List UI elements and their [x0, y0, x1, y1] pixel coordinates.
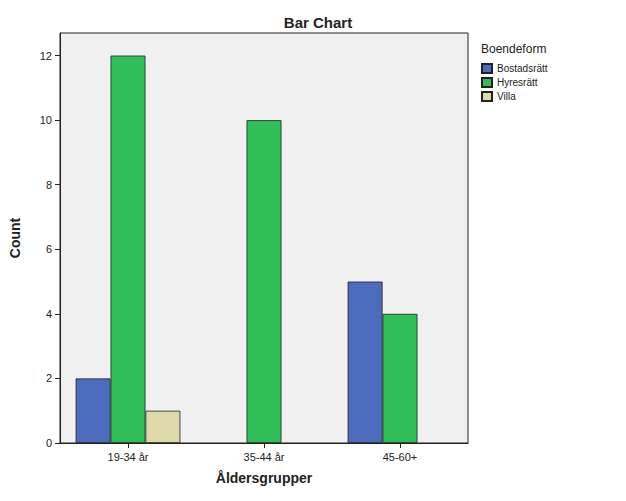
- svg-text:8: 8: [46, 179, 52, 191]
- svg-text:12: 12: [40, 50, 52, 62]
- svg-text:10: 10: [40, 114, 52, 126]
- svg-text:Bar Chart: Bar Chart: [284, 14, 352, 31]
- svg-text:19-34 år: 19-34 år: [108, 451, 149, 463]
- svg-text:Bostadsrätt: Bostadsrätt: [497, 63, 548, 74]
- svg-text:35-44 år: 35-44 år: [244, 451, 285, 463]
- svg-text:45-60+: 45-60+: [383, 451, 418, 463]
- svg-text:4: 4: [46, 308, 52, 320]
- svg-text:Boendeform: Boendeform: [481, 42, 546, 56]
- svg-text:Villa: Villa: [497, 91, 516, 102]
- svg-text:6: 6: [46, 243, 52, 255]
- svg-text:2: 2: [46, 372, 52, 384]
- svg-text:Åldersgrupper: Åldersgrupper: [216, 470, 313, 486]
- svg-text:Hyresrätt: Hyresrätt: [497, 77, 538, 88]
- svg-text:Count: Count: [7, 217, 23, 258]
- svg-text:0: 0: [46, 437, 52, 449]
